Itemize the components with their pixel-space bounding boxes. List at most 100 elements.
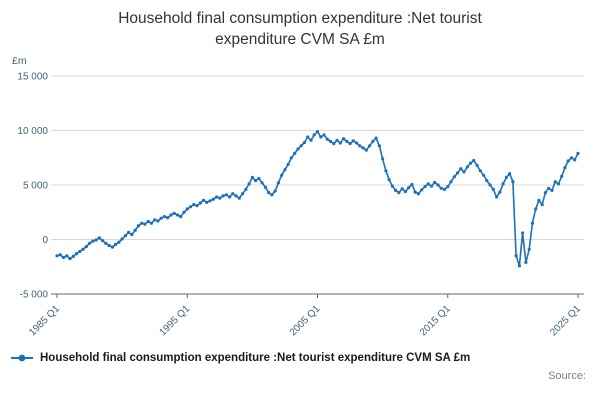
data-point bbox=[403, 189, 407, 194]
data-point bbox=[215, 195, 219, 199]
data-point bbox=[175, 213, 180, 217]
data-point bbox=[149, 221, 153, 225]
data-point bbox=[218, 196, 222, 200]
data-point bbox=[335, 138, 339, 142]
data-point bbox=[84, 245, 88, 249]
data-point bbox=[416, 192, 420, 196]
data-point bbox=[400, 187, 404, 191]
data-point bbox=[257, 176, 261, 181]
data-point bbox=[433, 180, 437, 184]
chart-title: Household final consumption expenditure … bbox=[118, 10, 482, 48]
data-point bbox=[133, 228, 137, 232]
data-point bbox=[537, 198, 541, 202]
data-point bbox=[65, 254, 69, 258]
data-point bbox=[439, 186, 443, 190]
data-point bbox=[198, 201, 202, 205]
data-point bbox=[485, 179, 489, 183]
data-point bbox=[273, 189, 277, 193]
data-point bbox=[563, 166, 567, 170]
chart-svg: 15 000 10 000 5 000 0 -5 000 £m 1985 Q1 1995 Q1… bbox=[12, 55, 584, 338]
data-point bbox=[127, 230, 131, 234]
data-point bbox=[325, 137, 329, 141]
data-point bbox=[289, 156, 293, 160]
data-point bbox=[547, 186, 551, 190]
data-point bbox=[211, 197, 215, 201]
data-point bbox=[495, 195, 499, 199]
data-point bbox=[446, 185, 450, 189]
data-point bbox=[267, 191, 271, 195]
data-point bbox=[68, 257, 72, 261]
data-point bbox=[442, 187, 447, 191]
legend-label: Household final consumption expenditure … bbox=[40, 352, 471, 364]
data-point bbox=[55, 254, 59, 258]
data-point bbox=[472, 158, 476, 163]
data-point bbox=[91, 239, 95, 243]
data-point bbox=[283, 168, 287, 172]
data-point bbox=[566, 159, 570, 163]
data-point bbox=[328, 139, 333, 143]
data-point bbox=[410, 182, 414, 187]
data-point bbox=[524, 260, 528, 264]
data-point bbox=[247, 182, 251, 186]
data-point bbox=[224, 193, 228, 197]
data-point bbox=[179, 215, 183, 219]
data-point bbox=[182, 210, 186, 214]
data-point bbox=[71, 254, 75, 258]
data-point bbox=[449, 180, 453, 184]
data-point bbox=[368, 144, 372, 148]
data-point bbox=[351, 139, 355, 143]
data-point bbox=[205, 200, 209, 204]
data-point bbox=[345, 139, 349, 143]
data-point bbox=[250, 175, 254, 179]
data-point bbox=[120, 237, 124, 241]
data-point bbox=[381, 157, 385, 161]
data-point bbox=[237, 196, 241, 200]
data-point bbox=[169, 213, 173, 217]
data-point bbox=[371, 139, 375, 143]
y-tick-label: 10 000 bbox=[17, 126, 48, 137]
data-point bbox=[491, 187, 495, 191]
data-point bbox=[97, 236, 101, 240]
data-point bbox=[234, 194, 238, 198]
data-point bbox=[312, 133, 316, 137]
data-point bbox=[455, 171, 460, 175]
data-point bbox=[172, 211, 176, 215]
data-point bbox=[228, 195, 232, 199]
data-point bbox=[348, 142, 352, 146]
data-point bbox=[136, 224, 140, 228]
legend-marker-dot bbox=[18, 354, 26, 362]
data-point bbox=[501, 182, 505, 186]
x-tick-label: 2025 Q1 bbox=[548, 303, 583, 338]
data-point bbox=[452, 175, 456, 179]
data-point bbox=[117, 240, 121, 244]
data-point bbox=[110, 245, 114, 249]
data-point bbox=[377, 144, 381, 148]
data-point bbox=[270, 193, 274, 197]
data-point bbox=[475, 163, 479, 167]
data-point bbox=[166, 216, 170, 220]
data-point bbox=[397, 191, 401, 195]
data-point bbox=[384, 169, 388, 173]
data-point bbox=[514, 254, 518, 258]
data-point bbox=[81, 247, 85, 251]
data-point bbox=[355, 141, 359, 145]
data-point bbox=[221, 194, 225, 198]
data-point bbox=[556, 182, 561, 186]
data-point bbox=[407, 186, 411, 190]
data-point bbox=[521, 231, 525, 235]
data-point bbox=[58, 253, 62, 257]
data-point bbox=[511, 180, 515, 184]
y-axis-unit-label: £m bbox=[12, 55, 27, 67]
data-point bbox=[342, 137, 346, 141]
data-point bbox=[426, 182, 430, 186]
data-point bbox=[553, 180, 557, 184]
data-point bbox=[244, 187, 248, 191]
data-point bbox=[315, 130, 320, 134]
data-point bbox=[517, 264, 522, 268]
data-point bbox=[364, 148, 368, 152]
data-point bbox=[527, 247, 531, 251]
x-tick-label: 2005 Q1 bbox=[288, 303, 323, 338]
data-point bbox=[123, 234, 127, 238]
data-point bbox=[201, 198, 206, 202]
data-point bbox=[104, 241, 108, 245]
